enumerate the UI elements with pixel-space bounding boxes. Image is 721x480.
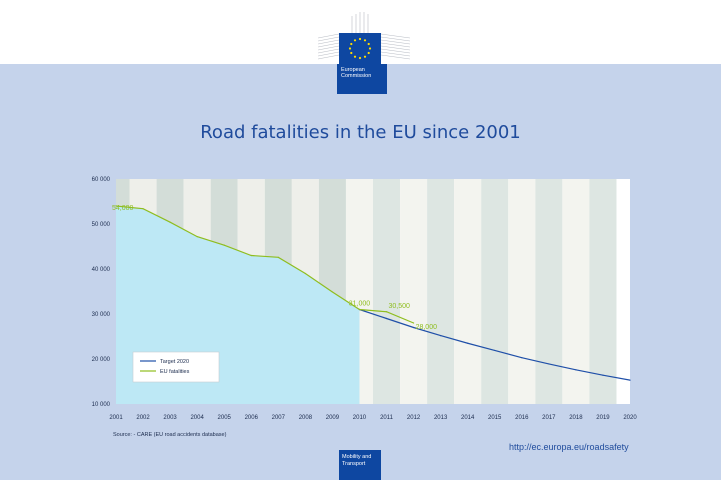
data-point [250, 254, 252, 257]
dg-move-badge: Mobility and Transport [339, 450, 381, 480]
roadsafety-link[interactable]: http://ec.europa.eu/roadsafety [509, 442, 629, 452]
data-point [521, 357, 523, 359]
dg-line-2: Transport [342, 460, 366, 467]
chart-title: Road fatalities in the EU since 2001 [200, 122, 521, 143]
data-point [575, 369, 577, 371]
series-points [115, 205, 631, 381]
year-band [535, 179, 563, 404]
x-tick-label: 2014 [461, 415, 475, 421]
x-tick-label: 2020 [623, 415, 637, 421]
berlaymont-building-icon [317, 12, 411, 60]
y-axis-ticks: 10 000 20 000 30 000 40 000 50 000 60 000 [92, 177, 111, 408]
data-point [548, 363, 550, 365]
eu-stars [348, 37, 372, 60]
data-point [277, 256, 279, 258]
x-tick-label: 2003 [163, 415, 177, 421]
x-tick-label: 2012 [407, 415, 421, 421]
data-point [142, 208, 144, 210]
data-label: 30,500 [389, 303, 411, 310]
logo-line-2: Commission [341, 73, 372, 79]
data-point [223, 244, 225, 246]
y-tick-label: 50 000 [92, 222, 111, 228]
x-axis-ticks: 2001 2002 2003 2004 2005 2006 2007 2008 2009 2010… [109, 415, 637, 421]
year-band [400, 179, 428, 404]
y-tick-label: 30 000 [92, 312, 111, 318]
legend: Target 2020 EU fatalities [132, 351, 220, 383]
y-tick-label: 20 000 [92, 357, 111, 363]
y-tick-label: 40 000 [92, 267, 111, 273]
data-point [331, 291, 334, 293]
legend-label: Target 2020 [160, 359, 189, 365]
x-tick-label: 2002 [136, 415, 150, 421]
year-band [481, 179, 509, 404]
year-band [454, 179, 482, 404]
logo-text: European Commission [337, 64, 387, 94]
x-tick-label: 2010 [353, 415, 367, 421]
x-tick-label: 2004 [190, 415, 204, 421]
x-tick-label: 2006 [245, 415, 259, 421]
year-band [589, 179, 617, 404]
data-point [385, 317, 388, 320]
year-band [427, 179, 455, 404]
header-bar: European Commission [0, 0, 721, 94]
x-tick-label: 2013 [434, 415, 448, 421]
x-tick-label: 2001 [109, 415, 123, 421]
data-point [169, 221, 171, 223]
european-commission-logo: European Commission [312, 10, 416, 94]
legend-box [132, 351, 220, 383]
dg-line-1: Mobility and [342, 454, 372, 460]
data-point [467, 342, 469, 344]
data-point [494, 349, 496, 352]
eu-flag-icon [339, 33, 381, 64]
y-tick-label: 60 000 [92, 177, 111, 183]
data-label: 28,000 [416, 324, 438, 331]
data-point [115, 205, 117, 207]
series-line [115, 205, 414, 324]
x-tick-label: 2009 [326, 415, 340, 421]
x-tick-label: 2018 [569, 415, 583, 421]
year-band [373, 179, 401, 404]
data-point [412, 322, 415, 324]
data-point [629, 379, 631, 381]
year-band [508, 179, 536, 404]
x-tick-label: 2015 [488, 415, 502, 421]
x-tick-label: 2017 [542, 415, 556, 421]
data-point [440, 335, 442, 337]
x-tick-label: 2007 [272, 415, 286, 421]
x-tick-label: 2008 [299, 415, 313, 421]
data-point [304, 272, 306, 275]
x-tick-label: 2005 [218, 415, 232, 421]
data-point [412, 326, 415, 329]
legend-label: EU fatalities [160, 369, 190, 375]
data-point [602, 374, 604, 376]
data-point [196, 236, 198, 238]
data-point [385, 311, 388, 313]
source-note: Source: - CARE (EU road accidents databa… [113, 432, 227, 438]
year-band [562, 179, 590, 404]
data-labels: 54,000 31,000 30,500 28,000 [112, 205, 437, 331]
data-point [358, 308, 361, 311]
data-label: 54,000 [112, 205, 134, 212]
x-tick-label: 2011 [380, 415, 394, 421]
y-tick-label: 10 000 [92, 402, 111, 408]
data-label: 31,000 [349, 301, 371, 308]
x-tick-label: 2016 [515, 415, 529, 421]
logo-line-1: European [341, 67, 365, 73]
x-tick-label: 2019 [596, 415, 610, 421]
